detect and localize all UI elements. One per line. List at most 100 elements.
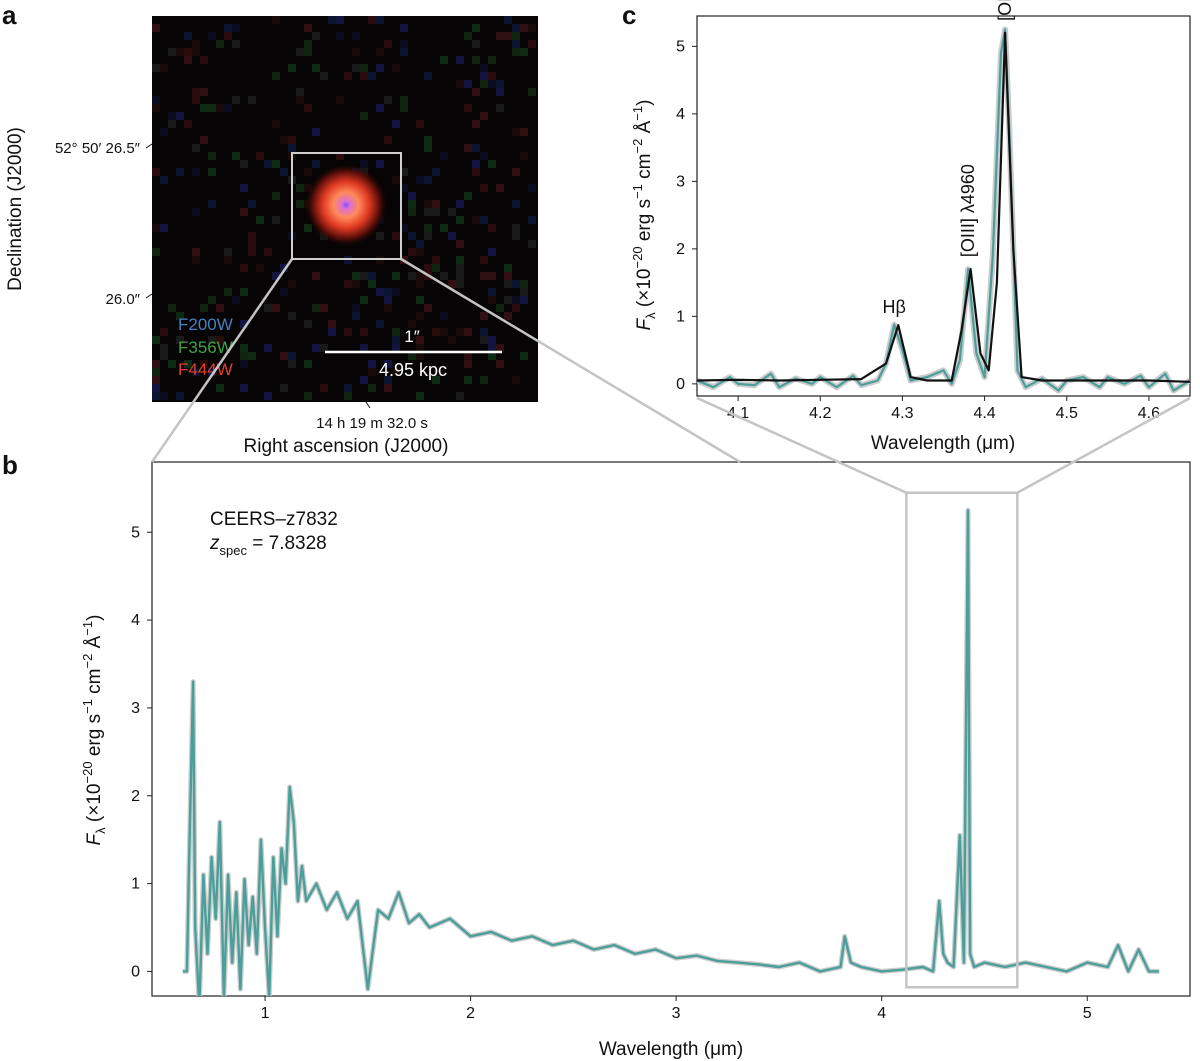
noise-pixel xyxy=(216,304,224,312)
noise-pixel xyxy=(432,256,440,264)
spectrum-line xyxy=(697,28,1190,392)
noise-pixel xyxy=(328,320,336,328)
noise-pixel xyxy=(472,88,480,96)
noise-pixel xyxy=(488,160,496,168)
noise-pixel xyxy=(248,352,256,360)
noise-pixel xyxy=(208,152,216,160)
noise-pixel xyxy=(480,64,488,72)
noise-pixel xyxy=(320,304,328,312)
noise-pixel xyxy=(528,240,536,248)
noise-pixel xyxy=(376,48,384,56)
noise-pixel xyxy=(224,32,232,40)
noise-pixel xyxy=(472,216,480,224)
noise-pixel xyxy=(496,88,504,96)
noise-pixel xyxy=(272,304,280,312)
spectrum-line xyxy=(182,509,1160,996)
noise-pixel xyxy=(504,296,512,304)
noise-pixel xyxy=(184,56,192,64)
noise-pixel xyxy=(512,200,520,208)
noise-pixel xyxy=(424,304,432,312)
noise-pixel xyxy=(392,336,400,344)
noise-pixel xyxy=(240,264,248,272)
noise-pixel xyxy=(408,272,416,280)
plot-frame xyxy=(696,15,1191,397)
noise-pixel xyxy=(480,312,488,320)
noise-pixel xyxy=(256,216,264,224)
noise-pixel xyxy=(384,296,392,304)
noise-pixel xyxy=(504,16,512,24)
noise-pixel xyxy=(472,160,480,168)
noise-pixel xyxy=(488,272,496,280)
noise-pixel xyxy=(376,320,384,328)
noise-pixel xyxy=(192,248,200,256)
noise-pixel xyxy=(520,48,528,56)
noise-pixel xyxy=(272,272,280,280)
noise-pixel xyxy=(304,224,312,232)
noise-pixel xyxy=(488,248,496,256)
noise-pixel xyxy=(360,160,368,168)
noise-pixel xyxy=(408,208,416,216)
noise-pixel xyxy=(512,280,520,288)
noise-pixel xyxy=(520,128,528,136)
noise-pixel xyxy=(232,96,240,104)
noise-pixel xyxy=(424,264,432,272)
noise-pixel xyxy=(168,304,176,312)
noise-pixel xyxy=(192,144,200,152)
y-tick-label: 5 xyxy=(131,524,140,541)
line-annotation: [OIII] λ4960 xyxy=(958,164,978,257)
noise-pixel xyxy=(208,104,216,112)
noise-pixel xyxy=(344,384,352,392)
noise-pixel xyxy=(408,352,416,360)
noise-pixel xyxy=(368,360,376,368)
noise-pixel xyxy=(192,368,200,376)
noise-pixel xyxy=(176,168,184,176)
noise-pixel xyxy=(232,40,240,48)
noise-pixel xyxy=(464,144,472,152)
x-tick-label: 4.1 xyxy=(727,405,749,422)
noise-pixel xyxy=(488,56,496,64)
y-tick-label: 5 xyxy=(676,38,685,55)
panel-b-letter: b xyxy=(2,450,18,480)
x-tick-label: 4.4 xyxy=(973,405,995,422)
noise-pixel xyxy=(296,48,304,56)
x-tick-label: 4.2 xyxy=(809,405,831,422)
noise-pixel xyxy=(512,232,520,240)
noise-pixel xyxy=(488,344,496,352)
x-tick-label: 5 xyxy=(1083,1005,1092,1022)
noise-pixel xyxy=(312,64,320,72)
noise-pixel xyxy=(520,152,528,160)
noise-pixel xyxy=(288,280,296,288)
noise-pixel xyxy=(320,344,328,352)
noise-pixel xyxy=(240,320,248,328)
noise-pixel xyxy=(496,184,504,192)
noise-pixel xyxy=(296,96,304,104)
noise-pixel xyxy=(256,264,264,272)
x-tick-label: 3 xyxy=(672,1005,681,1022)
noise-pixel xyxy=(208,168,216,176)
noise-pixel xyxy=(400,24,408,32)
noise-pixel xyxy=(152,248,160,256)
noise-pixel xyxy=(472,24,480,32)
noise-pixel xyxy=(360,376,368,384)
noise-pixel xyxy=(352,32,360,40)
noise-pixel xyxy=(480,184,488,192)
noise-pixel xyxy=(176,392,184,400)
noise-pixel xyxy=(288,312,296,320)
noise-pixel xyxy=(496,360,504,368)
noise-pixel xyxy=(424,224,432,232)
noise-pixel xyxy=(416,280,424,288)
noise-pixel xyxy=(280,264,288,272)
error-band xyxy=(182,507,1160,996)
noise-pixel xyxy=(416,392,424,400)
noise-pixel xyxy=(224,104,232,112)
noise-pixel xyxy=(192,168,200,176)
noise-pixel xyxy=(288,360,296,368)
noise-pixel xyxy=(248,248,256,256)
noise-pixel xyxy=(464,104,472,112)
noise-pixel xyxy=(376,160,384,168)
noise-pixel xyxy=(248,232,256,240)
noise-pixel xyxy=(368,384,376,392)
noise-pixel xyxy=(520,296,528,304)
noise-pixel xyxy=(152,384,160,392)
